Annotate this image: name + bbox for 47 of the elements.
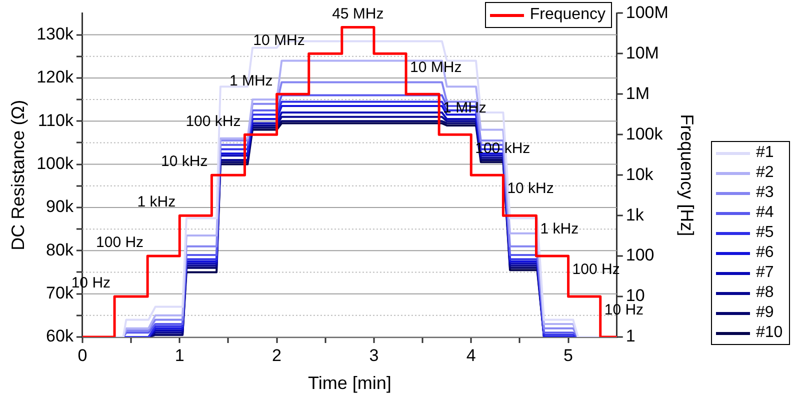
y2-tick-label: 10M xyxy=(626,43,659,62)
x-tick-label: 1 xyxy=(174,346,184,365)
y-tick-label: 80k xyxy=(46,240,74,260)
y2-tick-label: 100 xyxy=(626,246,654,265)
legend-label: #8 xyxy=(756,284,774,302)
y2-tick-label: 10 xyxy=(626,286,645,306)
y-tick-label: 100k xyxy=(36,154,74,173)
annotation: 10 kHz xyxy=(507,180,554,198)
legend-label: #5 xyxy=(756,224,774,242)
x-tick-label: 4 xyxy=(466,346,476,365)
legend-label: #2 xyxy=(756,164,774,182)
y2-tick-label: 1 xyxy=(626,326,636,346)
annotation: 100 Hz xyxy=(96,234,144,252)
legend-label: #4 xyxy=(756,204,774,222)
x-tick-label: 0 xyxy=(78,346,88,365)
y2-tick-label: 1M xyxy=(626,84,650,103)
annotation: 10 kHz xyxy=(161,153,208,170)
legend-label: #1 xyxy=(756,144,774,162)
annotation: 10 MHz xyxy=(410,58,462,76)
y-tick-label: 70k xyxy=(46,284,74,303)
y-tick-label: 120k xyxy=(36,68,74,87)
legend-label: Frequency xyxy=(530,6,606,24)
y-tick-label: 90k xyxy=(46,197,74,216)
annotation: 45 MHz xyxy=(332,5,384,22)
annotation: 10 MHz xyxy=(253,32,305,49)
y-tick-label: 130k xyxy=(36,24,74,44)
y-axis-title: DC Resistance (Ω) xyxy=(8,100,28,250)
y-tick-label: 60k xyxy=(46,326,74,346)
legend-label: #3 xyxy=(756,184,774,202)
x-tick-label: 3 xyxy=(369,346,379,365)
y2-tick-label: 1k xyxy=(626,205,644,224)
annotation: 100 kHz xyxy=(186,112,241,130)
legend-label: #7 xyxy=(756,264,774,282)
x-axis-title: Time [min] xyxy=(308,373,392,394)
annotation: 1 kHz xyxy=(137,194,176,211)
x-tick-label: 5 xyxy=(564,346,574,365)
y2-axis-title: Frequency [Hz] xyxy=(677,114,698,236)
legend-label: #10 xyxy=(756,324,783,342)
legend-label: #9 xyxy=(756,304,774,322)
y2-tick-label: 10k xyxy=(626,164,654,184)
x-tick-label: 2 xyxy=(272,346,282,365)
annotation: 1 kHz xyxy=(540,220,579,238)
annotation: 1 MHz xyxy=(229,72,273,90)
y2-tick-label: 100k xyxy=(626,124,664,144)
y-tick-label: 110k xyxy=(38,110,74,130)
y2-tick-label: 100M xyxy=(626,2,668,22)
legend-label: #6 xyxy=(756,244,774,262)
